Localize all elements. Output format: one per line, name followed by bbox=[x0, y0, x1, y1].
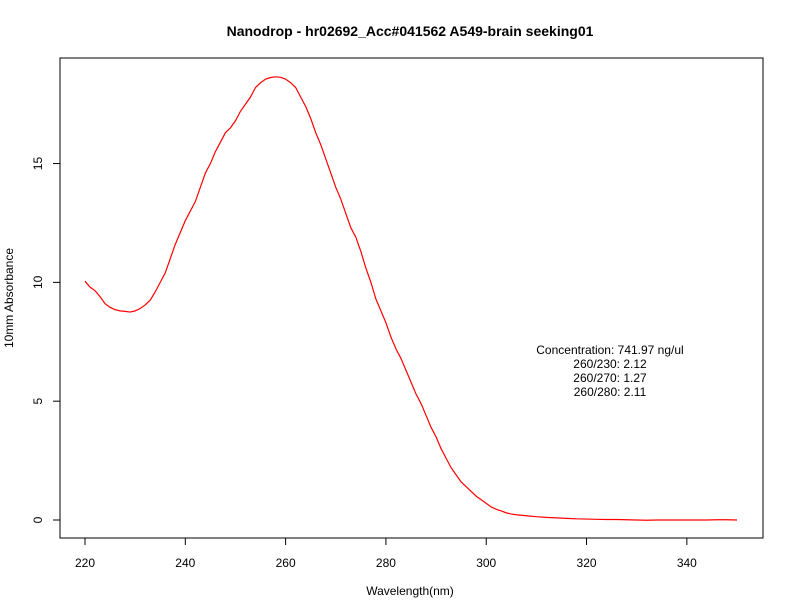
chart-title: Nanodrop - hr02692_Acc#041562 A549-brain… bbox=[227, 23, 594, 39]
x-tick-label: 260 bbox=[276, 556, 296, 570]
annotation-ratio-260-270: 260/270: 1.27 bbox=[573, 371, 647, 385]
x-tick-label: 280 bbox=[376, 556, 396, 570]
annotation-ratio-260-280: 260/280: 2.11 bbox=[574, 385, 647, 399]
plot-frame bbox=[59, 57, 764, 539]
annotation-block: Concentration: 741.97 ng/ul 260/230: 2.1… bbox=[536, 343, 683, 399]
x-axis: 220 240 260 280 300 320 340 bbox=[75, 538, 697, 570]
y-tick-label: 0 bbox=[31, 516, 45, 523]
annotation-ratio-260-230: 260/230: 2.12 bbox=[573, 357, 647, 371]
x-axis-label: Wavelength(nm) bbox=[366, 584, 454, 598]
y-axis: 0 5 10 15 bbox=[31, 157, 60, 523]
y-tick-label: 15 bbox=[31, 157, 45, 171]
y-tick-label: 5 bbox=[31, 398, 45, 405]
y-axis-label: 10mm Absorbance bbox=[2, 248, 16, 348]
x-tick-label: 300 bbox=[476, 556, 496, 570]
x-tick-label: 320 bbox=[577, 556, 597, 570]
x-tick-label: 220 bbox=[75, 556, 95, 570]
absorbance-series-line bbox=[84, 76, 738, 521]
x-tick-label: 240 bbox=[175, 556, 195, 570]
y-tick-label: 10 bbox=[31, 275, 45, 289]
annotation-concentration: Concentration: 741.97 ng/ul bbox=[536, 343, 683, 357]
x-tick-label: 340 bbox=[677, 556, 697, 570]
